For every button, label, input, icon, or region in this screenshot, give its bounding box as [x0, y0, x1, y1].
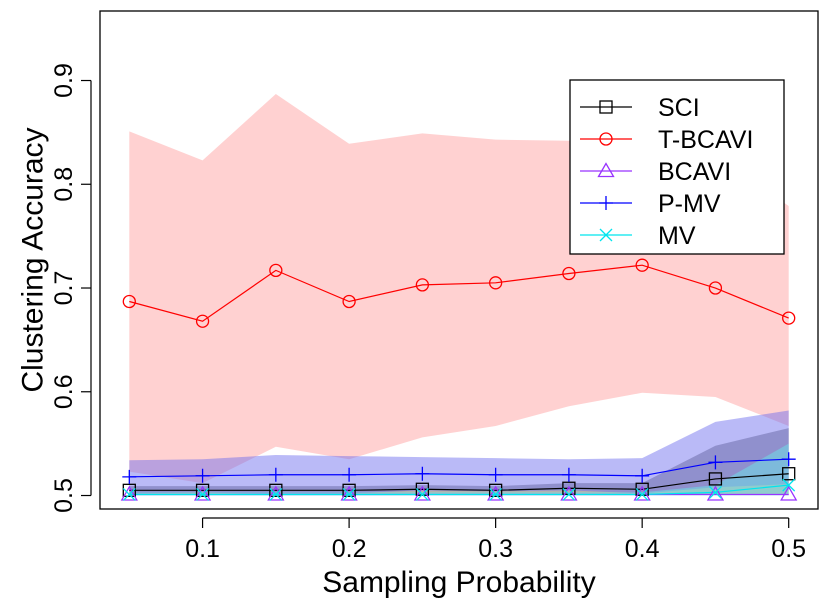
point-bcavi [487, 485, 505, 501]
series-markers [120, 258, 798, 501]
point-mv [489, 488, 503, 501]
x-tick-label: 0.2 [332, 535, 367, 563]
line-t-bcavi [129, 264, 789, 322]
band-p-mv [129, 410, 789, 495]
y-axis-label: Clustering Accuracy [17, 127, 50, 392]
legend-label-sci: SCI [658, 94, 700, 122]
point-mv [635, 488, 649, 501]
point-t-bcavi [635, 258, 649, 272]
point-sci [342, 483, 356, 497]
point-bcavi [193, 485, 212, 501]
point-p-mv [342, 467, 357, 482]
point-mv [122, 488, 136, 501]
point-mv [415, 488, 429, 501]
point-t-bcavi [562, 266, 576, 281]
point-mv [782, 478, 796, 492]
legend-marker-bcavi [597, 162, 615, 178]
legend-label-t-bcavi: T-BCAVI [658, 126, 753, 154]
point-bcavi [560, 485, 578, 501]
plot-frame [99, 10, 819, 510]
legend-marker-p-mv [599, 196, 613, 210]
point-bcavi [413, 485, 431, 501]
y-tick-label: 0.5 [50, 478, 78, 513]
legend-label-mv: MV [658, 222, 696, 250]
point-mv [196, 488, 210, 501]
band-mv [129, 443, 789, 496]
line-sci [129, 473, 789, 491]
point-mv [562, 488, 576, 501]
x-axis-label: Sampling Probability [322, 566, 595, 599]
x-axis: 0.1 0.2 0.3 0.4 0.5 [185, 517, 806, 563]
point-mv [269, 488, 283, 501]
legend-box [569, 79, 785, 255]
point-t-bcavi [195, 314, 210, 328]
x-tick-label: 0.4 [625, 535, 660, 563]
legend-marker-t-bcavi [599, 132, 613, 146]
y-axis: 0.5 0.6 0.7 0.8 0.9 [50, 63, 92, 513]
x-tick-label: 0.5 [771, 535, 806, 563]
point-p-mv [122, 469, 137, 484]
point-t-bcavi [782, 311, 796, 325]
point-mv [708, 485, 722, 499]
y-tick-label: 0.7 [50, 271, 78, 306]
point-sci [708, 472, 723, 486]
band-sci [129, 428, 789, 495]
point-bcavi [633, 485, 651, 501]
point-t-bcavi [488, 276, 503, 290]
y-tick-label: 0.9 [50, 63, 78, 98]
x-tick-label: 0.3 [478, 535, 513, 563]
point-bcavi [706, 485, 725, 501]
series-lines [129, 264, 789, 496]
point-p-mv [268, 467, 283, 482]
legend-label-bcavi: BCAVI [658, 158, 731, 186]
point-p-mv [708, 455, 723, 470]
point-p-mv [415, 466, 430, 481]
legend-label-p-mv: P-MV [658, 190, 721, 218]
point-sci [488, 483, 503, 497]
point-t-bcavi [415, 278, 430, 292]
legend-marker-sci [599, 100, 613, 114]
point-p-mv [488, 467, 503, 482]
point-t-bcavi [708, 281, 723, 295]
point-p-mv [635, 468, 650, 483]
point-bcavi [780, 485, 798, 501]
point-t-bcavi [342, 294, 356, 309]
y-tick-label: 0.8 [50, 167, 78, 202]
point-sci [195, 483, 210, 497]
point-bcavi [267, 485, 285, 501]
point-bcavi [340, 485, 358, 501]
legend: SCI T-BCAVI BCAVI P-MV MV [569, 79, 785, 255]
x-tick-label: 0.1 [185, 535, 220, 563]
legend-marker-mv [599, 228, 613, 242]
point-p-mv [195, 468, 210, 483]
point-t-bcavi [122, 294, 136, 309]
y-tick-label: 0.6 [50, 374, 78, 409]
point-p-mv [781, 452, 796, 467]
line-p-mv [129, 458, 789, 478]
line-mv [129, 484, 789, 496]
point-t-bcavi [269, 263, 283, 278]
point-sci [122, 483, 136, 497]
point-bcavi [120, 485, 138, 501]
point-mv [342, 488, 356, 501]
point-p-mv [561, 467, 576, 482]
point-sci [782, 467, 796, 481]
point-sci [269, 483, 283, 497]
